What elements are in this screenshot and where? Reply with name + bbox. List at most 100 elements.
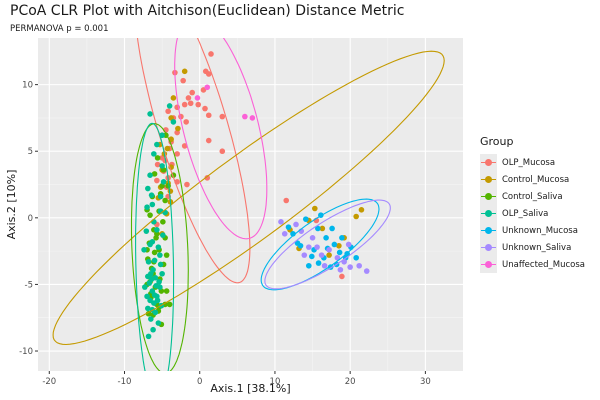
point-control-mucosa <box>170 95 177 101</box>
legend-items: OLP_Mucosa Control_Mucosa Control_Saliva OL… <box>480 154 585 273</box>
point-olp-mucosa <box>219 148 226 155</box>
ellipse-olp-saliva <box>135 122 175 371</box>
point-control-saliva <box>154 231 160 237</box>
point-olp-saliva <box>157 252 163 258</box>
legend-title: Group <box>480 135 514 148</box>
point-unknown-saliva <box>301 252 308 258</box>
point-olp-saliva <box>141 246 147 253</box>
point-olp-saliva <box>145 258 152 265</box>
legend-item-control-saliva: Control_Saliva <box>480 188 585 205</box>
x-tick-label: 0 <box>197 377 202 387</box>
point-olp-mucosa <box>195 101 202 108</box>
point-unaffected-mucosa <box>242 113 248 120</box>
point-unknown-saliva <box>281 231 288 237</box>
legend-key-unknown-mucosa <box>480 222 497 239</box>
point-olp-saliva <box>156 278 162 285</box>
point-unknown-mucosa <box>315 260 322 266</box>
point-olp-mucosa <box>154 161 161 168</box>
chart-title: PCoA CLR Plot with Aitchison(Euclidean) … <box>10 3 405 19</box>
point-olp-saliva <box>151 151 157 157</box>
legend-dot <box>485 193 492 200</box>
point-olp-saliva <box>166 103 173 109</box>
ellipse-unknown-saliva <box>264 199 391 290</box>
point-olp-mucosa <box>154 177 160 184</box>
point-unknown-saliva <box>278 219 284 225</box>
point-control-mucosa <box>358 207 365 213</box>
point-control-saliva <box>145 310 152 317</box>
point-olp-saliva <box>145 333 152 340</box>
point-olp-saliva <box>159 163 165 169</box>
point-control-mucosa <box>326 252 332 258</box>
point-olp-saliva <box>147 297 153 304</box>
point-unaffected-mucosa <box>194 95 201 101</box>
point-unaffected-mucosa <box>204 84 211 91</box>
legend-item-olp-saliva: OLP_Saliva <box>480 205 585 222</box>
point-unknown-mucosa <box>315 225 321 232</box>
point-control-saliva <box>166 301 173 308</box>
point-olp-mucosa <box>204 175 211 181</box>
y-tick-label: 0 <box>28 214 33 224</box>
point-control-saliva <box>160 219 166 225</box>
legend-item-olp-mucosa: OLP_Mucosa <box>480 154 585 171</box>
point-olp-mucosa <box>187 100 194 107</box>
point-olp-saliva <box>153 282 159 289</box>
point-olp-saliva <box>157 193 164 200</box>
ellipse-unaffected-mucosa <box>174 38 268 240</box>
point-unknown-mucosa <box>285 224 292 230</box>
legend-key-control-mucosa <box>480 171 497 188</box>
y-tick-label: 10 <box>22 81 33 91</box>
point-olp-saliva <box>157 261 164 268</box>
plot-panel <box>38 38 463 371</box>
point-unknown-mucosa <box>336 249 343 256</box>
point-olp-saliva <box>150 326 156 333</box>
point-control-saliva <box>163 288 170 294</box>
point-olp-saliva <box>145 305 151 312</box>
point-unknown-saliva <box>347 264 353 270</box>
legend-item-unaffected-mucosa: Unaffected_Mucosa <box>480 256 585 273</box>
legend-key-control-saliva <box>480 188 497 205</box>
x-axis-title: Axis.1 [38.1%] <box>210 382 290 395</box>
point-olp-mucosa <box>181 101 188 108</box>
point-control-mucosa <box>336 242 342 249</box>
legend-dot <box>485 210 492 217</box>
point-olp-saliva <box>151 292 158 298</box>
point-olp-saliva <box>154 227 160 233</box>
point-control-mucosa <box>353 213 359 220</box>
legend-key-unknown-saliva <box>480 239 497 256</box>
legend-key-unaffected-mucosa <box>480 256 497 273</box>
legend-dot <box>485 176 492 183</box>
point-olp-mucosa <box>205 137 212 144</box>
point-olp-saliva <box>145 273 151 280</box>
legend-item-unknown-saliva: Unknown_Saliva <box>480 239 585 256</box>
point-control-saliva <box>151 249 158 256</box>
point-olp-saliva <box>148 192 155 198</box>
point-unaffected-mucosa <box>249 115 256 121</box>
point-unknown-saliva <box>305 244 312 250</box>
point-control-mucosa <box>175 125 181 132</box>
point-olp-saliva <box>147 111 153 117</box>
point-unknown-mucosa <box>329 225 335 232</box>
point-olp-saliva <box>143 228 150 234</box>
point-unknown-mucosa <box>297 242 304 249</box>
ellipse-olp-mucosa <box>136 38 251 284</box>
point-unknown-mucosa <box>353 254 359 261</box>
legend-label: Control_Mucosa <box>502 174 570 185</box>
point-unknown-saliva <box>326 246 332 253</box>
point-olp-mucosa <box>205 112 212 119</box>
point-olp-mucosa <box>205 71 212 77</box>
point-olp-saliva <box>154 297 161 304</box>
point-control-mucosa <box>319 225 326 232</box>
legend-item-unknown-mucosa: Unknown_Mucosa <box>480 222 585 239</box>
point-olp-mucosa <box>339 273 345 280</box>
point-control-saliva <box>163 252 170 258</box>
point-control-mucosa <box>312 205 318 212</box>
point-olp-mucosa <box>181 143 188 149</box>
point-olp-saliva <box>160 179 167 185</box>
point-unknown-mucosa <box>339 235 345 241</box>
point-control-saliva <box>147 212 153 218</box>
point-olp-mucosa <box>185 95 192 101</box>
point-olp-mucosa <box>208 51 214 57</box>
point-unknown-saliva <box>334 254 341 261</box>
x-tick-label: 30 <box>420 377 431 387</box>
